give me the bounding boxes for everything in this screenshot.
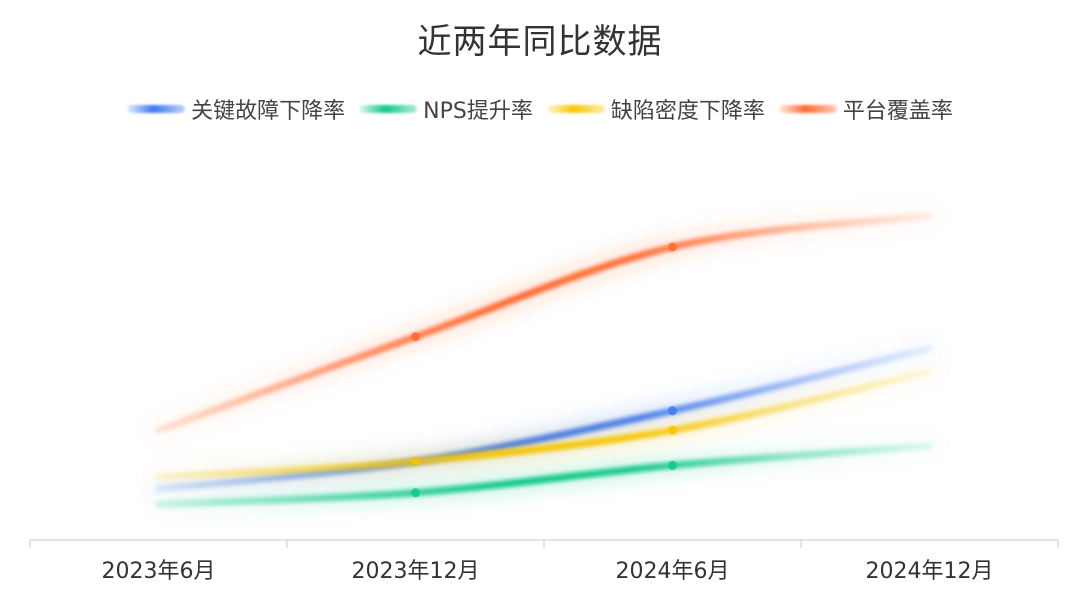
legend-swatch [127,105,186,113]
series-line[interactable] [155,368,933,481]
legend-label: 缺陷密度下降率 [610,99,765,124]
legend-label: 关键故障下降率 [191,99,346,124]
legend-item[interactable]: 平台覆盖率 [778,93,953,125]
legend-swatch [778,105,837,113]
data-point[interactable] [411,457,420,466]
legend-swatch [359,105,418,113]
data-point[interactable] [668,425,677,435]
x-tick-label: 2023年6月 [102,559,216,584]
x-tick-label: 2024年12月 [866,559,994,584]
legend-item[interactable]: 关键故障下降率 [127,93,345,125]
legend-swatch [546,105,605,113]
legend-label: 平台覆盖率 [842,99,953,124]
data-point[interactable] [668,242,677,252]
data-point[interactable] [411,488,420,498]
legend: 关键故障下降率 NPS提升率 缺陷密度下降率 平台覆盖率 [0,92,1080,126]
legend-item[interactable]: 缺陷密度下降率 [546,93,765,125]
legend-item[interactable]: NPS提升率 [359,93,533,125]
x-tick-label: 2023年12月 [352,559,480,584]
chart-title: 近两年同比数据 [417,22,663,62]
data-point[interactable] [668,406,677,416]
series-line[interactable] [155,212,933,434]
series-line[interactable] [155,442,933,508]
legend-label: NPS提升率 [423,99,533,124]
data-point[interactable] [668,460,677,470]
data-point[interactable] [411,332,420,342]
x-tick-label: 2024年6月 [616,559,730,584]
